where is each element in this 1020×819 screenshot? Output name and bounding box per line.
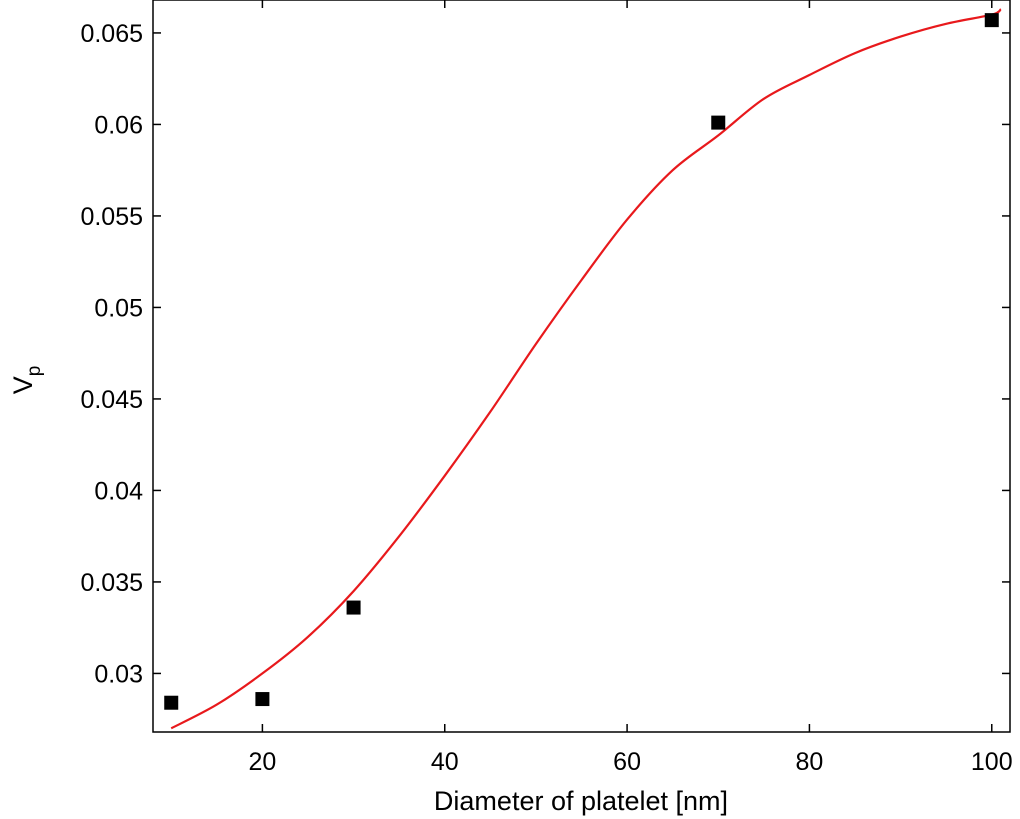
x-axis-ticks: 20 40 60 80 100 [248,0,1013,776]
plot-frame [152,0,1011,733]
y-tick-label: 0.04 [94,477,143,505]
data-point-square [346,600,361,615]
data-point-square [984,13,999,28]
y-tick-label: 0.03 [94,660,143,688]
x-tick-label: 40 [431,748,459,776]
y-axis-label-subscript: p [24,366,45,377]
y-tick-label: 0.045 [80,386,143,414]
y-tick-label: 0.035 [80,569,143,597]
x-tick-label: 60 [613,748,641,776]
x-tick-label: 20 [248,748,276,776]
y-tick-label: 0.05 [94,294,143,322]
y-axis-label-group: Vp [8,366,45,395]
x-axis-label: Diameter of platelet [nm] [434,786,728,816]
y-tick-label: 0.065 [80,20,143,48]
x-tick-label: 100 [971,748,1013,776]
x-tick-label: 80 [796,748,824,776]
data-point-square [164,695,179,710]
data-point-square [711,115,726,130]
y-tick-label: 0.06 [94,111,143,139]
y-axis-ticks: 0.03 0.035 0.04 0.045 0.05 0.055 0.06 0.065 [80,20,1010,688]
series-layer [164,8,1002,730]
y-tick-label: 0.055 [80,203,143,231]
y-axis-label: V [8,376,38,394]
data-point-square [255,692,270,707]
fit-curve-line [170,8,1002,730]
svg-text:Vp: Vp [8,366,45,395]
